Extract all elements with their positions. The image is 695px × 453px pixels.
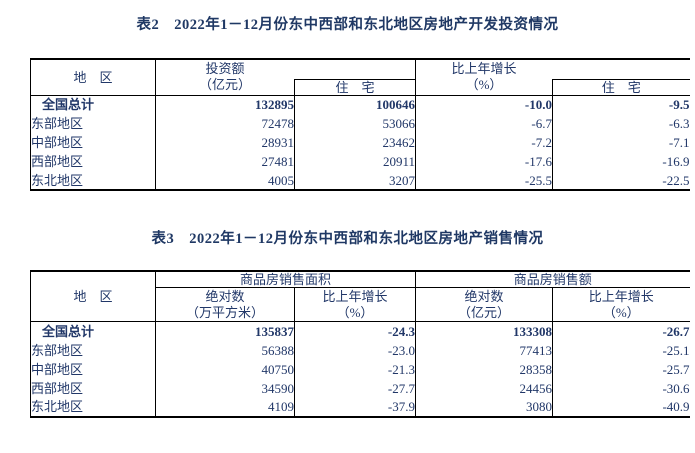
cell-investment: 28931	[155, 133, 295, 152]
cell-area: 135837	[155, 321, 295, 341]
cell-region: 东北地区	[31, 399, 84, 414]
cell-region: 西部地区	[31, 380, 84, 396]
table2-title: 表2 2022年1－12月份东中西部和东北地区房地产开发投资情况	[136, 17, 559, 33]
cell-area-growth: -24.3	[293, 321, 416, 341]
cell-growth-residential: -16.9	[552, 152, 690, 171]
cell-investment: 72478	[155, 114, 295, 133]
table2-header-region: 地 区	[30, 59, 156, 96]
table2-header-spacer-2	[552, 59, 690, 80]
cell-region: 东部地区	[31, 116, 84, 131]
table3-header-value-abs: 绝对数 （亿元）	[415, 287, 553, 322]
cell-residential: 100646	[294, 95, 416, 114]
cell-region: 东北地区	[31, 172, 84, 188]
cell-growth: -7.2	[415, 133, 553, 152]
investment-label: 投资额	[205, 61, 245, 77]
cell-growth-residential: -9.5	[552, 95, 690, 114]
cell-value: 3080	[415, 397, 553, 417]
cell-area: 4109	[155, 397, 295, 417]
cell-growth: -25.5	[415, 171, 553, 190]
growth-unit: （%）	[336, 304, 374, 320]
table-row: 西部地区 27481 20911 -17.6 -16.9	[31, 152, 690, 171]
table3-header-group-area: 商品房销售面积	[154, 271, 416, 288]
cell-area: 34590	[155, 378, 295, 398]
cell-value: 77413	[415, 340, 553, 360]
growth-unit: （%）	[465, 77, 503, 93]
table3-title: 表3 2022年1－12月份东中西部和东北地区房地产销售情况	[151, 231, 544, 247]
cell-residential: 23462	[294, 133, 416, 152]
cell-value: 24456	[415, 378, 553, 398]
cell-growth-residential: -7.1	[552, 133, 690, 152]
cell-investment: 4005	[155, 171, 295, 190]
cell-growth: -17.6	[415, 152, 553, 171]
table3-header-area-abs: 绝对数 （万平方米）	[155, 287, 295, 322]
cell-region: 东部地区	[31, 342, 84, 358]
cell-area-growth: -21.3	[293, 359, 416, 379]
table2-header-spacer-1	[294, 59, 416, 80]
cell-value: 133308	[415, 321, 553, 341]
cell-residential: 3207	[294, 171, 416, 190]
cell-value-growth: -25.7	[552, 359, 690, 379]
table3-sales-table: 地 区 商品房销售面积 商品房销售额 绝对数 （万平方米） 比上年增长 （%） …	[30, 270, 690, 418]
cell-area-growth: -37.9	[293, 397, 416, 417]
cell-value-growth: -30.6	[552, 378, 690, 398]
table3-header-group-value: 商品房销售额	[415, 271, 690, 288]
growth-label: 比上年增长	[588, 288, 654, 304]
growth-unit: （%）	[602, 304, 640, 320]
table-row: 全国总计 132895 100646 -10.0 -9.5	[31, 95, 690, 114]
cell-investment: 27481	[155, 152, 295, 171]
growth-label: 比上年增长	[322, 288, 388, 304]
abs-label: 绝对数	[205, 288, 245, 304]
area-unit: （万平方米）	[185, 304, 264, 320]
table2-header-growth: 比上年增长 （%）	[415, 59, 553, 96]
table2-header-residential: 住 宅	[294, 79, 416, 96]
cell-growth-residential: -6.3	[552, 114, 690, 133]
table-row: 东部地区 56388 -23.0 77413 -25.1	[31, 340, 690, 360]
cell-growth-residential: -22.5	[552, 171, 690, 190]
table-row: 中部地区 28931 23462 -7.2 -7.1	[31, 133, 690, 152]
table2-header-investment: 投资额 （亿元）	[155, 59, 295, 96]
cell-value-growth: -25.1	[552, 340, 690, 360]
cell-region: 全国总计	[42, 323, 95, 339]
table3-header-value-growth: 比上年增长 （%）	[552, 287, 690, 322]
cell-region: 中部地区	[31, 361, 84, 377]
cell-residential: 53066	[294, 114, 416, 133]
abs-label: 绝对数	[464, 288, 504, 304]
table-row: 中部地区 40750 -21.3 28358 -25.7	[31, 359, 690, 379]
investment-unit: （亿元）	[198, 77, 251, 93]
table-row: 东北地区 4109 -37.9 3080 -40.9	[31, 397, 690, 417]
cell-area: 40750	[155, 359, 295, 379]
growth-label: 比上年增长	[451, 61, 517, 77]
table-row: 西部地区 34590 -27.7 24456 -30.6	[31, 378, 690, 398]
cell-value: 28358	[415, 359, 553, 379]
table3-header-area-growth: 比上年增长 （%）	[293, 287, 416, 322]
cell-growth: -10.0	[415, 95, 553, 114]
table-row: 全国总计 135837 -24.3 133308 -26.7	[31, 321, 690, 341]
cell-region: 西部地区	[31, 154, 84, 169]
cell-region: 中部地区	[31, 135, 84, 150]
cell-investment: 132895	[155, 95, 295, 114]
cell-area: 56388	[155, 340, 295, 360]
cell-value-growth: -26.7	[552, 321, 690, 341]
table-row: 东部地区 72478 53066 -6.7 -6.3	[31, 114, 690, 133]
value-unit: （亿元）	[458, 304, 511, 320]
table2-investment-table: 地 区 投资额 （亿元） 比上年增长 （%） 住 宅 住 宅 全国总计 1328…	[30, 58, 690, 191]
cell-value-growth: -40.9	[552, 397, 690, 417]
cell-area-growth: -27.7	[293, 378, 416, 398]
cell-region: 全国总计	[42, 97, 95, 113]
table-row: 东北地区 4005 3207 -25.5 -22.5	[31, 171, 690, 190]
cell-area-growth: -23.0	[293, 340, 416, 360]
cell-growth: -6.7	[415, 114, 553, 133]
table3-header-region: 地 区	[30, 271, 156, 322]
table2-header-growth-residential: 住 宅	[552, 79, 690, 96]
cell-residential: 20911	[294, 152, 416, 171]
